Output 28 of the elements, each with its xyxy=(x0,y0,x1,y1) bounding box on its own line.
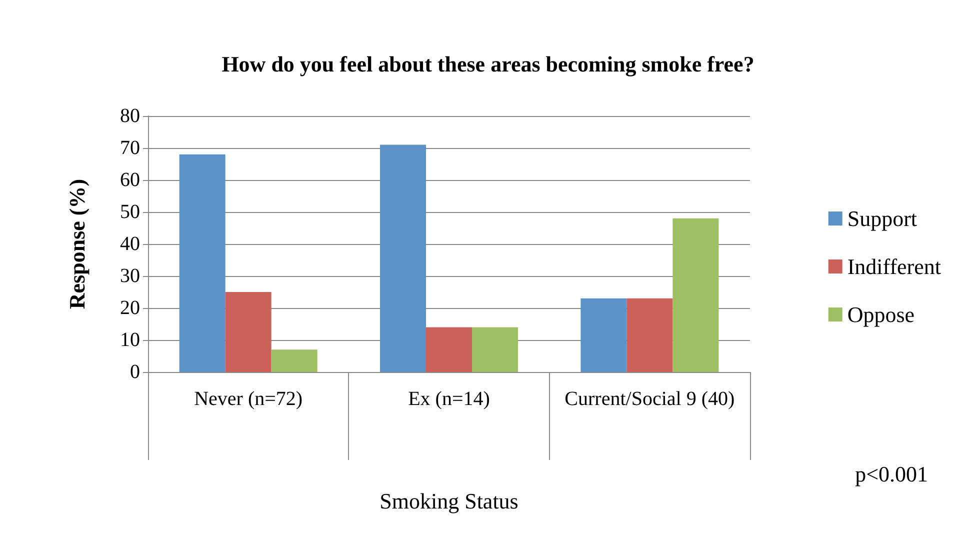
y-tick-label: 80 xyxy=(120,105,140,127)
legend-label: Indifferent xyxy=(847,254,942,279)
bar xyxy=(472,327,518,372)
bar xyxy=(626,298,673,372)
y-tick-label: 30 xyxy=(120,265,140,287)
x-tick-label: Current/Social 9 (40) xyxy=(564,388,735,410)
legend-label: Oppose xyxy=(847,302,915,327)
chart-title: How do you feel about these areas becoming smoke free? xyxy=(222,52,754,76)
y-tick-label: 50 xyxy=(120,201,140,223)
bar xyxy=(380,144,426,372)
bar xyxy=(179,154,226,372)
bar xyxy=(271,350,318,372)
y-axis-title: Response (%) xyxy=(64,178,90,310)
y-tick-label: 40 xyxy=(120,233,140,255)
y-tick-label: 10 xyxy=(120,329,140,351)
y-tick-label: 70 xyxy=(120,137,140,159)
y-tick-label: 20 xyxy=(120,297,140,319)
bar xyxy=(225,292,272,372)
bar xyxy=(580,298,627,372)
legend-label: Support xyxy=(847,206,918,231)
x-tick-label: Ex (n=14) xyxy=(408,388,490,410)
bar xyxy=(426,327,472,372)
x-axis-title: Smoking Status xyxy=(380,488,518,514)
y-tick-label: 60 xyxy=(120,169,140,191)
y-tick-label: 0 xyxy=(130,361,140,383)
bar xyxy=(672,218,719,372)
text: p<0.001 xyxy=(855,462,928,486)
x-tick-label: Never (n=72) xyxy=(194,388,303,410)
